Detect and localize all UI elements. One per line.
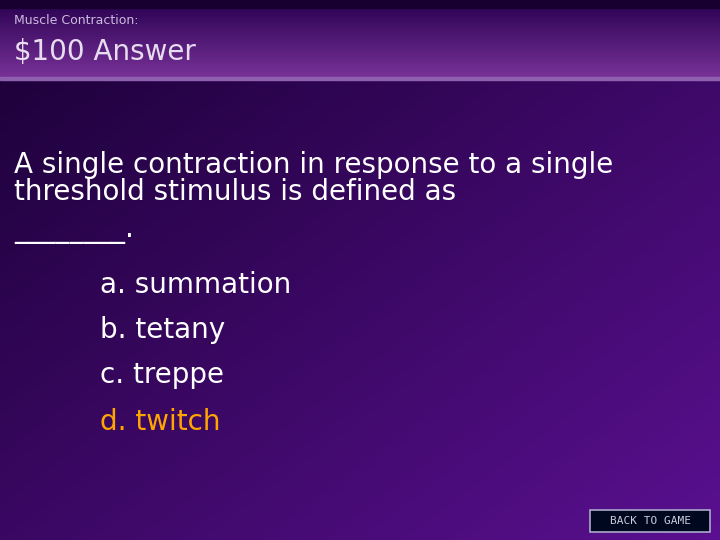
Text: a. summation: a. summation (100, 271, 292, 299)
Text: A single contraction in response to a single: A single contraction in response to a si… (14, 151, 613, 179)
Text: threshold stimulus is defined as: threshold stimulus is defined as (14, 178, 456, 206)
Text: Muscle Contraction:: Muscle Contraction: (14, 14, 138, 26)
Bar (0, 77, 720, 80)
Text: BACK TO GAME: BACK TO GAME (610, 516, 690, 526)
Text: ________.: ________. (14, 216, 134, 244)
Text: b. tetany: b. tetany (100, 316, 225, 344)
Text: c. treppe: c. treppe (100, 361, 224, 389)
Text: $100 Answer: $100 Answer (14, 38, 196, 66)
Text: d. twitch: d. twitch (100, 408, 220, 436)
FancyBboxPatch shape (590, 510, 710, 532)
Bar (0, 0, 720, 8)
